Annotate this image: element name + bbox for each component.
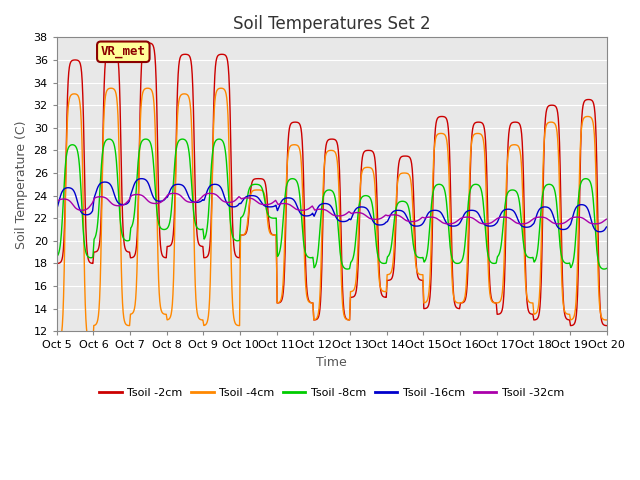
Tsoil -8cm — [429, 192, 436, 197]
Tsoil -2cm — [259, 176, 267, 182]
Tsoil -32cm — [171, 191, 179, 196]
Tsoil -8cm — [344, 266, 351, 272]
Tsoil -16cm — [603, 224, 611, 230]
Tsoil -2cm — [429, 225, 436, 230]
Tsoil -2cm — [171, 210, 179, 216]
Tsoil -16cm — [138, 176, 145, 181]
Tsoil -2cm — [280, 276, 288, 281]
Tsoil -16cm — [259, 202, 267, 207]
Tsoil -4cm — [259, 189, 267, 194]
Tsoil -16cm — [278, 199, 285, 204]
Title: Soil Temperatures Set 2: Soil Temperatures Set 2 — [233, 15, 431, 33]
Tsoil -4cm — [89, 340, 97, 346]
Tsoil -16cm — [429, 208, 436, 214]
Line: Tsoil -16cm: Tsoil -16cm — [57, 179, 607, 232]
Tsoil -8cm — [84, 254, 92, 260]
Tsoil -8cm — [280, 203, 288, 209]
Tsoil -2cm — [278, 298, 285, 304]
Tsoil -2cm — [145, 40, 152, 46]
Tsoil -2cm — [53, 261, 61, 266]
Tsoil -32cm — [53, 198, 61, 204]
Tsoil -32cm — [84, 205, 92, 211]
Tsoil -8cm — [259, 188, 267, 193]
Tsoil -8cm — [53, 253, 61, 259]
Line: Tsoil -32cm: Tsoil -32cm — [57, 193, 607, 224]
Tsoil -32cm — [259, 202, 267, 207]
Tsoil -4cm — [171, 223, 179, 228]
Tsoil -2cm — [566, 323, 574, 328]
Tsoil -4cm — [278, 294, 285, 300]
Tsoil -4cm — [281, 245, 289, 251]
Tsoil -32cm — [280, 201, 288, 206]
Tsoil -4cm — [603, 317, 611, 323]
Tsoil -8cm — [278, 238, 285, 243]
X-axis label: Time: Time — [316, 356, 347, 369]
Tsoil -32cm — [278, 201, 285, 206]
Tsoil -32cm — [445, 221, 452, 227]
Tsoil -16cm — [53, 205, 61, 211]
Tsoil -8cm — [171, 163, 179, 169]
Tsoil -32cm — [603, 216, 611, 222]
Tsoil -16cm — [84, 212, 92, 217]
Legend: Tsoil -2cm, Tsoil -4cm, Tsoil -8cm, Tsoil -16cm, Tsoil -32cm: Tsoil -2cm, Tsoil -4cm, Tsoil -8cm, Tsoi… — [95, 383, 568, 402]
Tsoil -16cm — [280, 196, 288, 202]
Tsoil -4cm — [84, 336, 92, 342]
Line: Tsoil -4cm: Tsoil -4cm — [57, 88, 607, 343]
Tsoil -32cm — [429, 214, 436, 220]
Tsoil -8cm — [142, 136, 150, 142]
Y-axis label: Soil Temperature (C): Soil Temperature (C) — [15, 120, 28, 249]
Tsoil -2cm — [84, 256, 92, 262]
Tsoil -4cm — [429, 182, 436, 188]
Text: VR_met: VR_met — [101, 45, 146, 58]
Line: Tsoil -2cm: Tsoil -2cm — [57, 43, 607, 325]
Line: Tsoil -8cm: Tsoil -8cm — [57, 139, 607, 269]
Tsoil -4cm — [144, 85, 152, 91]
Tsoil -2cm — [603, 323, 611, 328]
Tsoil -16cm — [171, 182, 179, 188]
Tsoil -32cm — [170, 191, 177, 196]
Tsoil -16cm — [596, 229, 604, 235]
Tsoil -8cm — [603, 265, 611, 271]
Tsoil -4cm — [53, 340, 61, 346]
